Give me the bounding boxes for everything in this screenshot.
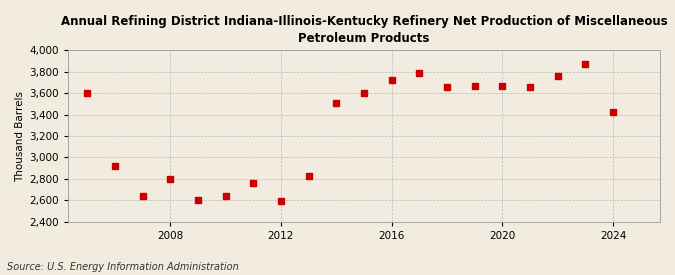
Point <box>552 74 563 78</box>
Point <box>414 71 425 75</box>
Point <box>331 101 342 105</box>
Point <box>580 62 591 67</box>
Point <box>248 181 259 185</box>
Point <box>220 194 231 198</box>
Point <box>275 199 286 204</box>
Point <box>137 194 148 198</box>
Title: Annual Refining District Indiana-Illinois-Kentucky Refinery Net Production of Mi: Annual Refining District Indiana-Illinoi… <box>61 15 667 45</box>
Point <box>524 84 535 89</box>
Point <box>109 164 120 168</box>
Point <box>358 91 369 95</box>
Point <box>192 198 203 202</box>
Point <box>469 84 480 88</box>
Point <box>303 174 314 178</box>
Point <box>608 110 618 115</box>
Point <box>386 78 397 82</box>
Point <box>165 177 176 181</box>
Point <box>497 84 508 88</box>
Point <box>82 91 92 95</box>
Y-axis label: Thousand Barrels: Thousand Barrels <box>15 90 25 182</box>
Text: Source: U.S. Energy Information Administration: Source: U.S. Energy Information Administ… <box>7 262 238 272</box>
Point <box>441 84 452 89</box>
